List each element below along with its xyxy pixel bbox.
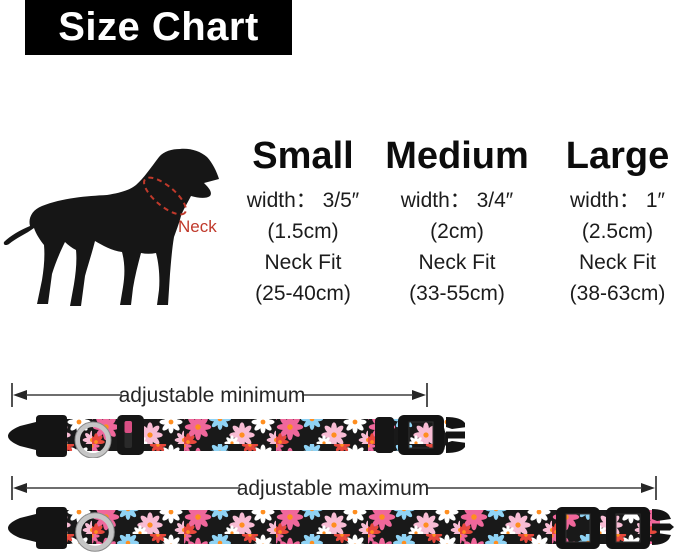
buckle-female-icon [8,415,67,457]
size-width-cm: (2.5cm) [581,220,654,243]
collar-maximum-image [8,507,674,552]
dog-diagram: Neck [3,148,219,306]
strap-keeper-icon [375,417,394,453]
size-column-small: Small width： 3/5″ (1.5cm) Neck Fit (25-4… [228,133,378,309]
size-name: Medium [385,135,529,177]
buckle-male-prongs-icon [652,509,674,545]
size-column-medium: Medium width： 3/4″ (2cm) Neck Fit (33-55… [379,133,535,309]
title-banner: Size Chart [25,0,292,55]
size-fit-label: Neck Fit [578,251,656,274]
arrowhead-left-icon [13,390,27,400]
dimension-arrow-minimum: adjustable minimum [11,383,428,407]
size-fit-label: Neck Fit [264,251,342,274]
adjuster-buckle-icon [556,507,600,549]
size-width-cm: (1.5cm) [267,220,339,243]
neck-label: Neck [178,217,217,236]
tri-glide-slider-icon [117,415,144,455]
size-name: Large [565,135,670,177]
size-fit-range: (33-55cm) [409,282,505,305]
size-fit-range: (25-40cm) [255,282,351,305]
size-width: width： 1″ [570,189,665,212]
collar-strap [60,419,448,451]
buckle-male-prongs-icon [446,417,465,453]
adjustable-minimum-label: adjustable minimum [119,384,306,407]
size-fit-label: Neck Fit [418,251,496,274]
collar-strap [60,510,660,544]
d-ring-icon [75,422,111,458]
arrowhead-right-icon [412,390,426,400]
buckle-female-icon [8,507,67,549]
page-title: Size Chart [58,5,259,49]
adjuster-buckle-icon [398,415,444,455]
collar-minimum-image [8,415,465,458]
arrowhead-left-icon [13,483,27,493]
size-width: width： 3/4″ [400,189,514,212]
adjustable-maximum-label: adjustable maximum [237,477,430,500]
size-column-large: Large width： 1″ (2.5cm) Neck Fit (38-63c… [556,133,679,309]
neck-measure-circle [143,176,187,216]
adjuster-buckle-icon [606,507,650,549]
size-width: width： 3/5″ [246,189,360,212]
dog-silhouette [3,148,219,306]
d-ring-icon [75,512,115,552]
arrowhead-right-icon [641,483,655,493]
size-name: Small [252,135,354,177]
size-width-cm: (2cm) [430,220,484,243]
dimension-arrow-maximum: adjustable maximum [11,476,657,500]
size-fit-range: (38-63cm) [569,282,666,305]
